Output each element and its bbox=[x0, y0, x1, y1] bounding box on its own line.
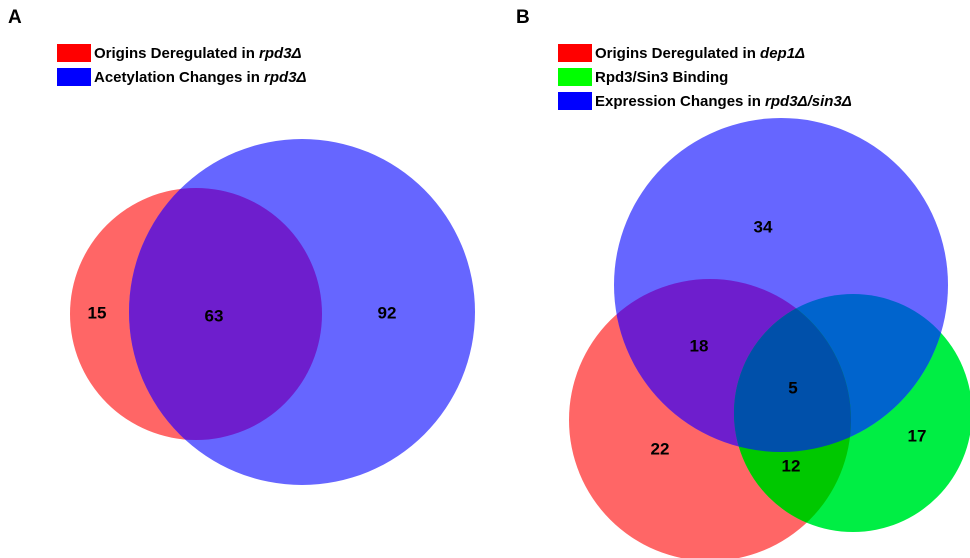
venn-b-count-blue-only: 34 bbox=[754, 217, 773, 236]
legend-label: Rpd3/Sin3 Binding bbox=[595, 68, 729, 86]
venn-b-count-red-blue: 18 bbox=[690, 336, 709, 355]
legend-swatch-blue bbox=[558, 92, 592, 110]
venn-a-count-red-only: 15 bbox=[88, 303, 107, 322]
venn-b-count-green-only: 17 bbox=[908, 426, 927, 445]
legend-swatch-red bbox=[558, 44, 592, 62]
legend-swatch-blue bbox=[57, 68, 91, 86]
venn-a-count-overlap: 63 bbox=[205, 306, 224, 325]
venn-b: 34 18 5 22 12 17 bbox=[569, 118, 970, 558]
venn-b-count-center: 5 bbox=[788, 378, 797, 397]
venn-b-count-red-green: 12 bbox=[782, 456, 801, 475]
legend-item-blue: Expression Changes in rpd3Δ/sin3Δ bbox=[558, 90, 852, 112]
legend-item-red: Origins Deregulated in rpd3Δ bbox=[57, 42, 307, 64]
legend-label: Expression Changes in rpd3Δ/sin3Δ bbox=[595, 92, 852, 110]
venn-b-blue-green-overlap bbox=[734, 294, 948, 452]
panel-b-label: B bbox=[516, 7, 530, 28]
venn-b-count-red-only: 22 bbox=[651, 439, 670, 458]
venn-a-overlap bbox=[129, 188, 322, 440]
legend-label: Origins Deregulated in rpd3Δ bbox=[94, 44, 302, 62]
legend-swatch-green bbox=[558, 68, 592, 86]
panel-b-legend: Origins Deregulated in dep1Δ Rpd3/Sin3 B… bbox=[558, 42, 852, 114]
venn-a: 15 63 92 bbox=[70, 139, 475, 485]
venn-a-count-blue-only: 92 bbox=[378, 303, 397, 322]
legend-item-blue: Acetylation Changes in rpd3Δ bbox=[57, 66, 307, 88]
panel-a-label: A bbox=[8, 7, 22, 28]
legend-swatch-red bbox=[57, 44, 91, 62]
panel-a-legend: Origins Deregulated in rpd3Δ Acetylation… bbox=[57, 42, 307, 90]
legend-item-red: Origins Deregulated in dep1Δ bbox=[558, 42, 852, 64]
legend-label: Origins Deregulated in dep1Δ bbox=[595, 44, 806, 62]
legend-item-green: Rpd3/Sin3 Binding bbox=[558, 66, 852, 88]
legend-label: Acetylation Changes in rpd3Δ bbox=[94, 68, 307, 86]
